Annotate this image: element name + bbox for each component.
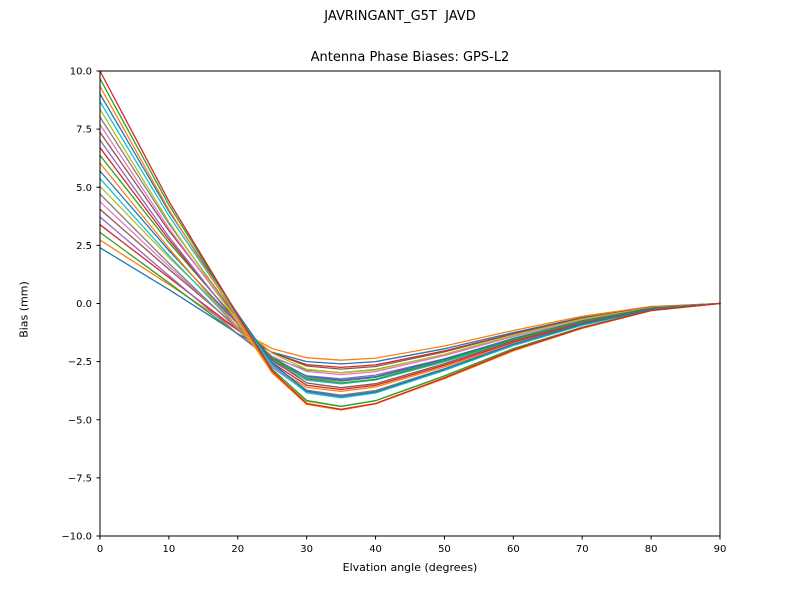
figure-suptitle: JAVRINGANT_G5T JAVD (324, 9, 476, 24)
x-tick-label: 10 (163, 544, 176, 555)
y-tick-label: 7.5 (76, 125, 92, 136)
y-tick-label: −5.0 (68, 415, 92, 426)
series-line (99, 93, 721, 398)
series-line (99, 124, 721, 398)
x-tick-label: 60 (507, 544, 520, 555)
x-tick-label: 0 (97, 544, 103, 555)
y-tick-label: 10.0 (70, 67, 92, 78)
series-line (99, 78, 721, 407)
x-tick-label: 50 (438, 544, 451, 555)
x-tick-label: 20 (231, 544, 244, 555)
series-line (99, 247, 721, 365)
series-line (99, 70, 721, 410)
y-tick-label: 5.0 (76, 183, 92, 194)
series-line (99, 208, 721, 370)
y-tick-label: 2.5 (76, 241, 92, 252)
series-line (99, 177, 721, 385)
x-tick-label: 70 (576, 544, 589, 555)
y-tick-label: −2.5 (68, 357, 92, 368)
series-line (99, 162, 721, 393)
x-tick-label: 30 (300, 544, 313, 555)
series-line (99, 185, 721, 374)
series-line (99, 101, 721, 399)
series-line (99, 201, 721, 376)
series-line (99, 239, 721, 361)
axes-title: Antenna Phase Biases: GPS-L2 (310, 50, 510, 65)
axes-border (99, 70, 721, 537)
x-tick-label: 80 (645, 544, 658, 555)
x-axis-label: Elvation angle (degrees) (342, 561, 478, 574)
x-tick-label: 40 (369, 544, 382, 555)
y-tick-label: 0.0 (76, 299, 92, 310)
x-tick-label: 90 (714, 544, 727, 555)
y-tick-label: −10.0 (61, 532, 92, 543)
y-tick-label: −7.5 (68, 473, 92, 484)
series-line (99, 147, 721, 391)
